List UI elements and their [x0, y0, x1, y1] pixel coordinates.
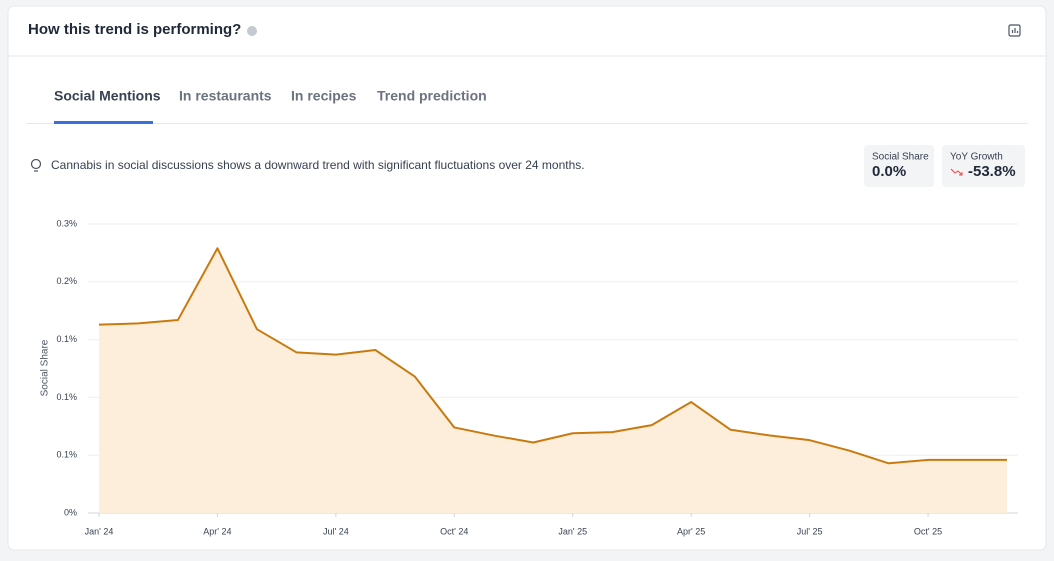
stat-box	[942, 145, 1025, 187]
tab[interactable]: Social Mentions	[54, 88, 161, 104]
tab[interactable]: In restaurants	[179, 88, 272, 104]
x-tick-label: Jan' 24	[85, 526, 114, 536]
line	[98, 247, 1007, 465]
stat-value: 0.0%	[872, 163, 906, 180]
y-tick-label: 0.1%	[56, 450, 77, 460]
tab[interactable]: In recipes	[291, 88, 357, 104]
y-tick-label: 0.3%	[56, 218, 77, 228]
y-axis-label: Social Share	[40, 339, 51, 396]
y-tick-label: 0.1%	[56, 392, 77, 402]
export-icon[interactable]	[1008, 24, 1021, 37]
info-icon[interactable]	[247, 26, 257, 36]
card-title: How this trend is performing?	[28, 21, 241, 38]
y-tick-label: 0.1%	[56, 334, 77, 344]
stat-box	[864, 145, 934, 187]
down-arrow-icon	[950, 168, 963, 176]
bulb-icon	[30, 158, 42, 172]
area	[99, 248, 1007, 513]
x-tick-label: Jan' 25	[558, 526, 587, 536]
x-tick-label: Oct' 24	[440, 526, 468, 536]
x-tick-label: Jul' 24	[323, 526, 349, 536]
y-tick-label: 0.2%	[56, 276, 77, 286]
x-tick-label: Apr' 25	[677, 526, 705, 536]
stat-label: YoY Growth	[950, 152, 1003, 163]
active-tab-indicator	[54, 121, 153, 124]
x-tick-label: Apr' 24	[203, 526, 231, 536]
x-tick-label: Oct' 25	[914, 526, 942, 536]
stat-label: Social Share	[872, 152, 929, 163]
x-tick-label: Jul' 25	[797, 526, 823, 536]
tab[interactable]: Trend prediction	[377, 88, 487, 104]
insight-text: Cannabis in social discussions shows a d…	[51, 158, 585, 172]
stat-value: -53.8%	[968, 163, 1016, 180]
y-tick-label: 0%	[64, 507, 77, 517]
